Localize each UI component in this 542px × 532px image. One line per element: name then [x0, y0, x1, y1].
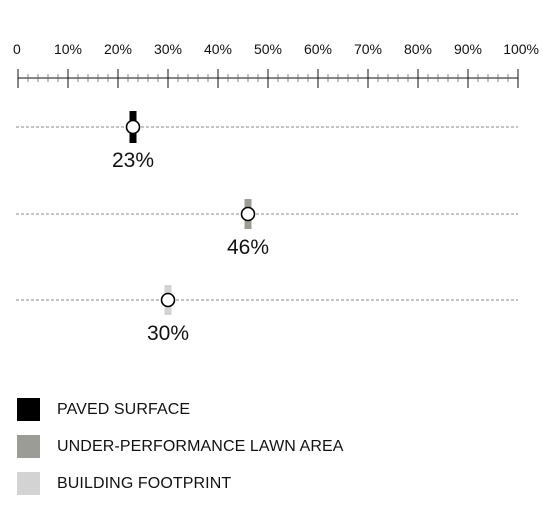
data-point	[160, 292, 176, 308]
legend-label-lawn-area: UNDER-PERFORMANCE LAWN AREA	[57, 437, 344, 455]
tick-label: 90%	[454, 41, 482, 57]
value-label: 30%	[147, 322, 189, 345]
tick-label: 70%	[354, 41, 382, 57]
value-label: 23%	[112, 149, 154, 172]
legend-swatch-lawn-area	[17, 435, 40, 458]
data-point	[240, 206, 256, 222]
legend-swatch-building-footprint	[17, 472, 40, 495]
tick-label: 40%	[204, 41, 232, 57]
tick-label: 100%	[503, 41, 539, 57]
tick-label: 80%	[404, 41, 432, 57]
legend-label-paved-surface: PAVED SURFACE	[57, 400, 191, 418]
tick-label: 30%	[154, 41, 182, 57]
legend-label-building-footprint: BUILDING FOOTPRINT	[57, 474, 232, 492]
tick-label: 10%	[54, 41, 82, 57]
dot-chart: 0 10% 20% 30% 40% 50% 60% 70% 80% 90% 100% 23% 46% 3…	[13, 41, 539, 345]
data-rows: 23% 46% 30%	[16, 111, 518, 345]
legend-item-building-footprint: BUILDING FOOTPRINT	[17, 472, 344, 495]
x-axis: 0 10% 20% 30% 40% 50% 60% 70% 80% 90% 100%	[13, 41, 539, 88]
legend-swatch-paved-surface	[17, 398, 40, 421]
data-point	[125, 119, 141, 135]
legend: PAVED SURFACE UNDER-PERFORMANCE LAWN ARE…	[17, 398, 344, 509]
tick-label: 60%	[304, 41, 332, 57]
tick-label: 50%	[254, 41, 282, 57]
tick-label: 0	[13, 41, 21, 57]
value-label: 46%	[227, 236, 269, 259]
legend-item-paved-surface: PAVED SURFACE	[17, 398, 344, 421]
legend-item-lawn-area: UNDER-PERFORMANCE LAWN AREA	[17, 435, 344, 458]
tick-label: 20%	[104, 41, 132, 57]
